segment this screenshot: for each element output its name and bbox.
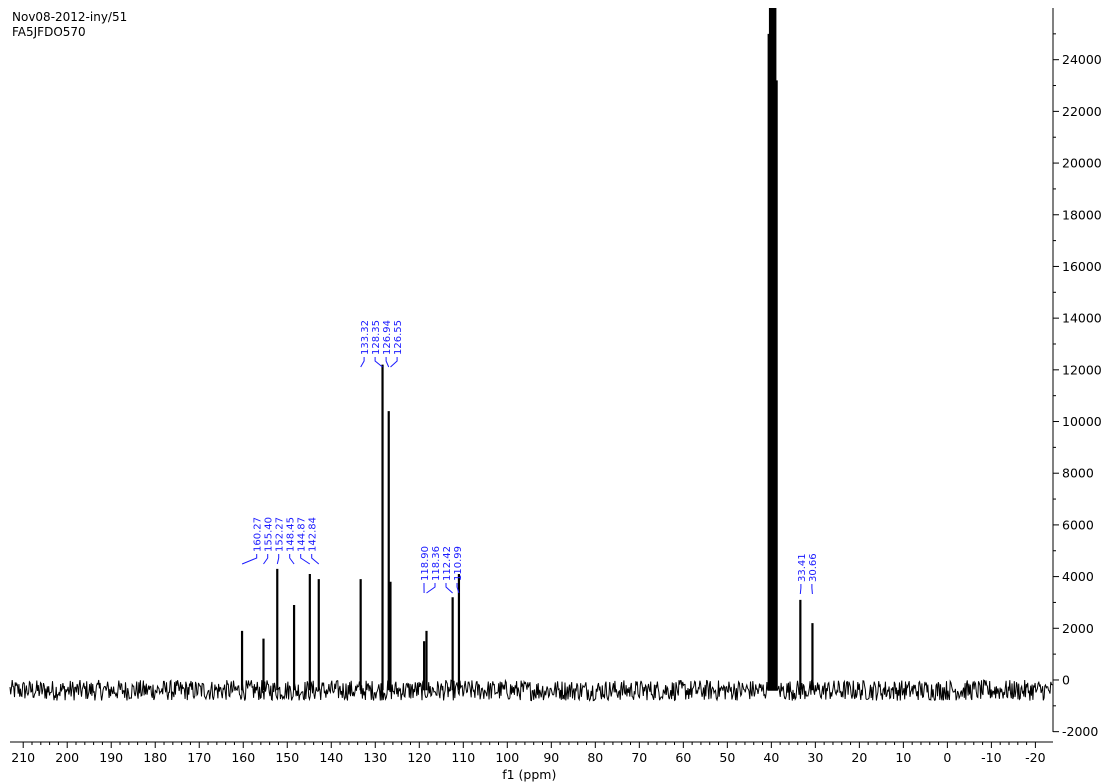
- x-tick-label: 130: [363, 750, 387, 765]
- y-tick-label: 6000: [1062, 517, 1094, 532]
- x-tick-label: 50: [719, 750, 735, 765]
- peak-label: 33.41: [797, 553, 808, 582]
- peak-label-connector: [311, 554, 320, 565]
- peak-label: 160.27: [253, 517, 264, 552]
- x-tick-label: 120: [407, 750, 431, 765]
- peak-labels-group: 160.27 155.40 152.27 148.45 144.87 142.84 133.…: [241, 320, 819, 595]
- x-tick-label: -10: [981, 750, 1001, 765]
- peak-label: 152.27: [275, 517, 286, 552]
- y-axis: -2000 0 2000 4000 6000 8000 10000 12000 14000 160…: [1052, 8, 1102, 739]
- sample-id: FA5JFDO570: [12, 25, 86, 39]
- peak-label-connector: [426, 583, 436, 594]
- x-tick-label: 90: [543, 750, 559, 765]
- peak-label-connector: [263, 554, 269, 565]
- peak-label: 118.36: [431, 546, 442, 581]
- x-tick-label: 170: [187, 750, 211, 765]
- peak-label: 128.35: [371, 320, 382, 355]
- peak-label: 144.87: [297, 517, 308, 552]
- x-tick-label: 100: [495, 750, 519, 765]
- x-tick-label: 10: [895, 750, 911, 765]
- peak-label: 118.90: [420, 546, 431, 581]
- x-tick-label: -20: [1025, 750, 1045, 765]
- peak-label-connector: [374, 357, 383, 368]
- y-tick-label: 18000: [1062, 207, 1102, 222]
- x-tick-label: 190: [99, 750, 123, 765]
- y-tick-label: 8000: [1062, 466, 1094, 481]
- x-tick-label: 0: [943, 750, 951, 765]
- peak-label: 126.94: [382, 320, 393, 355]
- y-tick-label: 0: [1062, 672, 1070, 687]
- x-tick-label: 150: [275, 750, 299, 765]
- y-tick-label: 2000: [1062, 621, 1094, 636]
- peak-label-connector: [799, 584, 802, 595]
- peak-label-connector: [289, 554, 295, 565]
- peak-label-connector: [811, 584, 813, 595]
- peak-label: 112.42: [442, 546, 453, 581]
- x-tick-label: 140: [319, 750, 343, 765]
- peak-label: 126.55: [393, 320, 404, 355]
- peak-label: 155.40: [264, 517, 275, 552]
- peak-label-connector: [385, 357, 390, 368]
- peak-label-connector: [360, 357, 365, 368]
- experiment-id: Nov08-2012-iny/51: [12, 10, 128, 24]
- peak-label-connector: [456, 583, 460, 594]
- peak-label: 30.66: [808, 553, 819, 582]
- x-tick-label: 80: [587, 750, 603, 765]
- peak-label: 142.84: [308, 517, 319, 552]
- x-tick-label: 210: [11, 750, 35, 765]
- x-tick-label: 160: [231, 750, 255, 765]
- peak-label-connector: [241, 554, 258, 565]
- x-tick-label: 60: [675, 750, 691, 765]
- y-tick-label: 22000: [1062, 104, 1102, 119]
- y-tick-label: 24000: [1062, 52, 1102, 67]
- peak-label-connector: [390, 357, 398, 368]
- spectrum-trace-group: [9, 8, 1054, 702]
- x-tick-label: 180: [143, 750, 167, 765]
- y-tick-label: 16000: [1062, 259, 1102, 274]
- x-tick-label: 110: [451, 750, 475, 765]
- peak-label: 148.45: [286, 517, 297, 552]
- y-tick-label: 12000: [1062, 362, 1102, 377]
- x-tick-label: 70: [631, 750, 647, 765]
- x-tick-label: 40: [763, 750, 779, 765]
- x-tick-label: 200: [55, 750, 79, 765]
- y-tick-label: -2000: [1062, 724, 1098, 739]
- x-tick-label: 20: [851, 750, 867, 765]
- peak-label-connector: [276, 554, 280, 565]
- y-tick-label: 14000: [1062, 311, 1102, 326]
- y-tick-label: 10000: [1062, 414, 1102, 429]
- peak-label-connector: [445, 583, 453, 594]
- baseline-noise-trace: [9, 678, 1054, 702]
- x-axis-title: f1 (ppm): [502, 767, 556, 782]
- peak-label-connector: [300, 554, 311, 565]
- x-axis: 210 200 190 180 170 160 150 140 130 120 110 100 90 80…: [10, 741, 1053, 782]
- x-tick-label: 30: [807, 750, 823, 765]
- peak-label: 133.32: [360, 320, 371, 355]
- y-tick-label: 20000: [1062, 156, 1102, 171]
- peak-label: 110.99: [453, 546, 464, 581]
- y-tick-label: 4000: [1062, 569, 1094, 584]
